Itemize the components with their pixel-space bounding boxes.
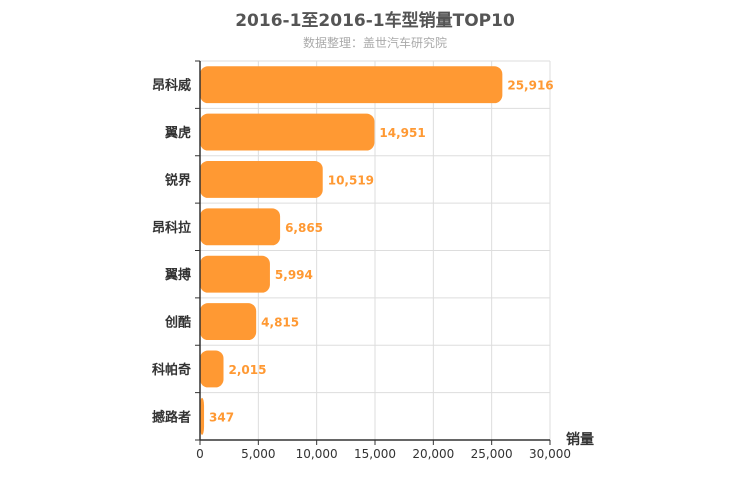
data-label: 25,916: [507, 79, 553, 93]
bar: [200, 113, 375, 151]
data-label: 14,951: [379, 126, 425, 140]
data-label: 6,865: [285, 221, 323, 235]
data-label: 5,994: [275, 268, 313, 282]
x-axis-label: 销量: [566, 431, 594, 448]
x-tick-label: 30,000: [529, 447, 571, 461]
data-label: 10,519: [328, 173, 374, 187]
bar: [200, 397, 205, 435]
category-label: 昂科拉: [152, 220, 191, 236]
category-label: 翼搏: [164, 267, 191, 283]
bar: [200, 208, 281, 246]
x-tick-label: 0: [196, 447, 204, 461]
chart-subtitle: 数据整理：盖世汽车研究院: [302, 36, 447, 50]
bar: [200, 160, 323, 198]
x-tick-label: 20,000: [412, 447, 454, 461]
x-tick-label: 5,000: [241, 447, 275, 461]
category-label: 撼路者: [152, 409, 191, 425]
bar: [200, 255, 270, 293]
bar: [200, 350, 224, 388]
category-label: 昂科威: [152, 78, 191, 94]
category-label: 锐界: [165, 172, 191, 188]
chart-title: 2016-1至2016-1车型销量TOP10: [235, 11, 515, 31]
category-label: 科帕奇: [152, 362, 191, 378]
bar: [200, 303, 257, 341]
data-label: 4,815: [261, 316, 299, 330]
data-label: 347: [209, 410, 234, 424]
category-label: 翼虎: [164, 125, 191, 141]
x-tick-label: 25,000: [471, 447, 513, 461]
x-tick-label: 10,000: [296, 447, 338, 461]
x-tick-label: 15,000: [354, 447, 396, 461]
bar: [200, 66, 503, 104]
category-label: 创酷: [164, 315, 191, 331]
data-label: 2,015: [229, 363, 267, 377]
